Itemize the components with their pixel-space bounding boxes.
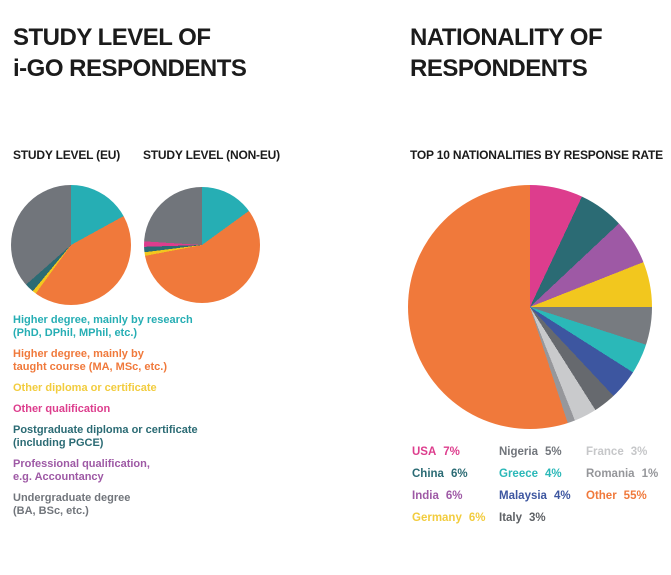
nationality-legend-column: USA 7% China 6% India 6% Germany 6% bbox=[412, 441, 499, 529]
nationality-percent: 1% bbox=[641, 468, 659, 480]
nationality-name: Italy bbox=[499, 512, 523, 524]
study-level-non-eu-label: STUDY LEVEL (NON-EU) bbox=[143, 148, 280, 162]
nationality-name: Other bbox=[586, 490, 617, 502]
study-legend-line: Higher degree, mainly by bbox=[13, 348, 144, 360]
study-legend-item: Postgraduate diploma or certificate (incl… bbox=[13, 424, 243, 450]
nationality-legend-entry: Malaysia 4% bbox=[499, 485, 586, 507]
nationality-percent: 4% bbox=[553, 490, 571, 502]
nationality-legend-column: France 3% Romania 1% Other 55% bbox=[586, 441, 671, 529]
nationality-legend-entry: Nigeria 5% bbox=[499, 441, 586, 463]
study-legend-item: Higher degree, mainly by research (PhD, D… bbox=[13, 314, 243, 340]
nationality-percent: 7% bbox=[443, 446, 460, 458]
study-legend-line: (including PGCE) bbox=[13, 437, 104, 449]
nationality-percent: 4% bbox=[545, 468, 562, 480]
study-legend-line: Higher degree, mainly by research bbox=[13, 314, 193, 326]
nationality-percent: 5% bbox=[545, 446, 562, 458]
nationality-legend-entry: Germany 6% bbox=[412, 507, 499, 529]
study-legend-line: Undergraduate degree bbox=[13, 492, 131, 504]
study-legend-line: Other diploma or certificate bbox=[13, 382, 157, 394]
nationality-legend-entry: Greece 4% bbox=[499, 463, 586, 485]
study-legend-line: (BA, BSc, etc.) bbox=[13, 505, 89, 517]
nationality-title-line1: NATIONALITY OF bbox=[410, 24, 603, 51]
nationality-legend-entry: Italy 3% bbox=[499, 507, 586, 529]
study-legend-line: (PhD, DPhil, MPhil, etc.) bbox=[13, 327, 138, 339]
nationality-name: Nigeria bbox=[499, 446, 538, 458]
study-level-title-line1: STUDY LEVEL OF bbox=[13, 24, 211, 51]
nationality-percent: 6% bbox=[450, 468, 468, 480]
nationality-legend: USA 7% China 6% India 6% Germany 6% Nigeria 5% Gre… bbox=[412, 441, 671, 529]
nationality-name: India bbox=[412, 490, 439, 502]
study-legend-item: Professional qualification, e.g. Accounta… bbox=[13, 458, 243, 484]
pie-chart-study-level-eu bbox=[11, 185, 131, 305]
nationality-percent: 55% bbox=[623, 490, 647, 502]
pie-chart-study-level-non-eu bbox=[144, 187, 260, 303]
nationality-percent: 6% bbox=[445, 490, 463, 502]
nationality-legend-column: Nigeria 5% Greece 4% Malaysia 4% Italy 3% bbox=[499, 441, 586, 529]
nationality-percent: 3% bbox=[630, 446, 648, 458]
study-legend-item: Undergraduate degree (BA, BSc, etc.) bbox=[13, 492, 243, 518]
study-legend-line: Professional qualification, bbox=[13, 458, 150, 470]
study-level-legend: Higher degree, mainly by research (PhD, D… bbox=[13, 314, 243, 526]
nationality-title-line2: RESPONDENTS bbox=[410, 55, 588, 82]
nationality-legend-entry: USA 7% bbox=[412, 441, 499, 463]
nationality-name: France bbox=[586, 446, 624, 458]
nationality-name: USA bbox=[412, 446, 437, 458]
nationality-name: Romania bbox=[586, 468, 635, 480]
nationality-legend-entry: Other 55% bbox=[586, 485, 671, 507]
study-legend-item: Other qualification bbox=[13, 403, 243, 416]
study-legend-line: Postgraduate diploma or certificate bbox=[13, 424, 198, 436]
study-level-title-line2: i-GO RESPONDENTS bbox=[13, 55, 247, 82]
nationality-percent: 6% bbox=[468, 512, 486, 524]
nationality-percent: 3% bbox=[529, 512, 546, 524]
study-level-section-title: STUDY LEVEL OF i-GO RESPONDENTS bbox=[13, 22, 247, 84]
nationality-legend-entry: India 6% bbox=[412, 485, 499, 507]
study-legend-line: Other qualification bbox=[13, 403, 111, 415]
top10-nationalities-label: TOP 10 NATIONALITIES BY RESPONSE RATE bbox=[410, 148, 663, 162]
nationality-name: China bbox=[412, 468, 444, 480]
study-legend-item: Higher degree, mainly by taught course (M… bbox=[13, 348, 243, 374]
study-legend-line: e.g. Accountancy bbox=[13, 471, 104, 483]
nationality-legend-entry: China 6% bbox=[412, 463, 499, 485]
pie-chart-nationality bbox=[408, 185, 652, 429]
nationality-name: Greece bbox=[499, 468, 539, 480]
study-legend-line: taught course (MA, MSc, etc.) bbox=[13, 361, 168, 373]
study-level-eu-label: STUDY LEVEL (EU) bbox=[13, 148, 121, 162]
nationality-name: Germany bbox=[412, 512, 462, 524]
nationality-section-title: NATIONALITY OF RESPONDENTS bbox=[410, 22, 603, 84]
nationality-name: Malaysia bbox=[499, 490, 547, 502]
nationality-legend-entry: Romania 1% bbox=[586, 463, 671, 485]
nationality-legend-entry: France 3% bbox=[586, 441, 671, 463]
study-legend-item: Other diploma or certificate bbox=[13, 382, 243, 395]
